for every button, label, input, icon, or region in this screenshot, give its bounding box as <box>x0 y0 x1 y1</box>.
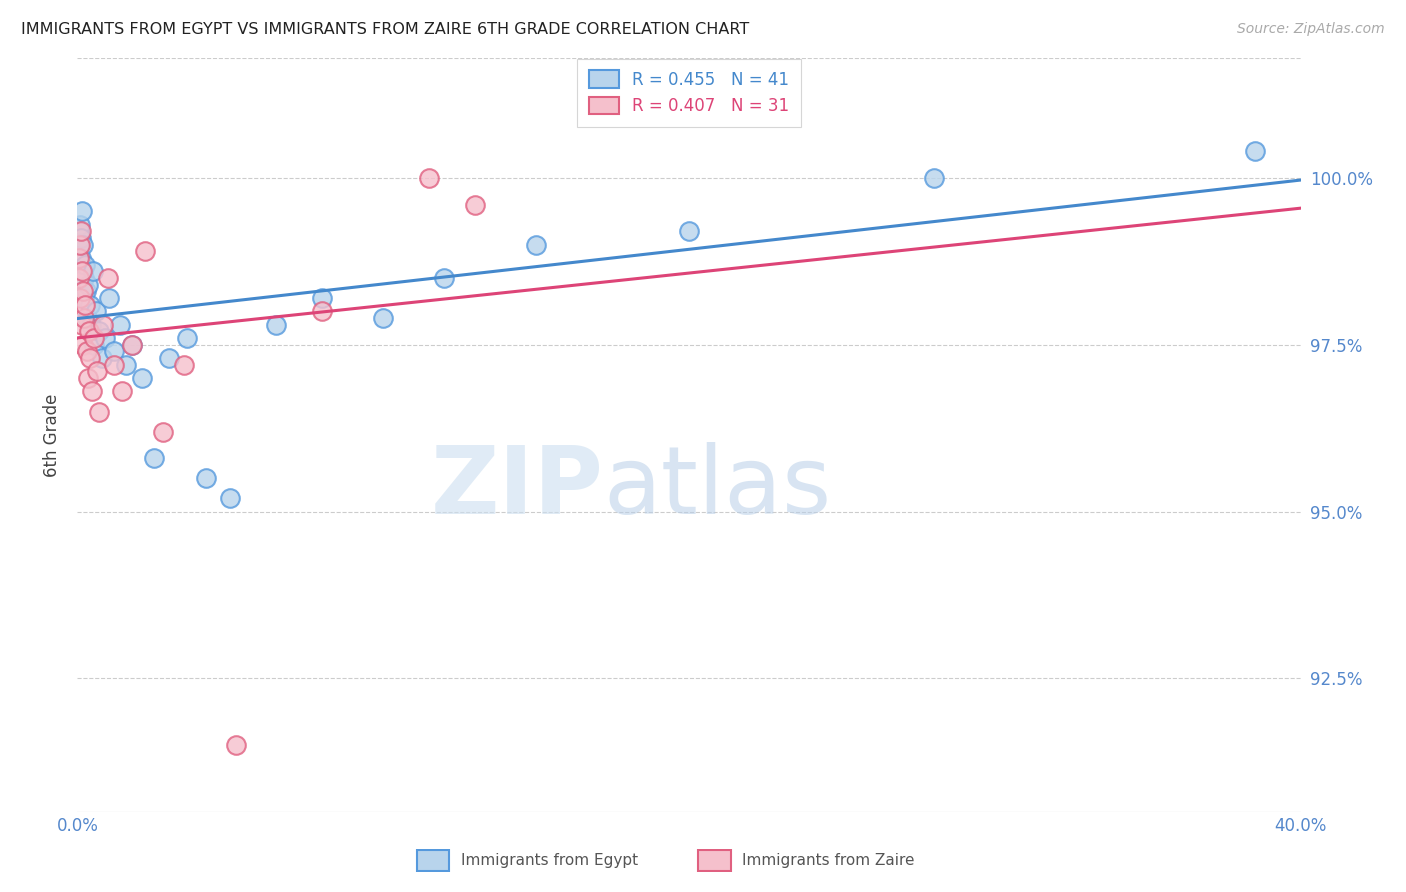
Point <box>84 304 107 318</box>
Point <box>72 237 94 252</box>
Point <box>67 251 90 265</box>
Point <box>67 224 90 238</box>
Point <box>77 277 100 292</box>
Point <box>194 471 217 485</box>
Point <box>83 338 105 352</box>
Point <box>69 218 91 232</box>
Point <box>90 351 112 366</box>
Point <box>76 371 98 385</box>
Point <box>311 304 333 318</box>
Point <box>80 384 103 399</box>
Point <box>922 171 945 186</box>
Point <box>264 318 287 332</box>
Point <box>79 298 101 312</box>
Point <box>121 338 143 352</box>
Point <box>73 258 96 272</box>
Point <box>115 358 138 372</box>
FancyBboxPatch shape <box>697 850 731 871</box>
Point <box>464 198 486 212</box>
Text: Immigrants from Zaire: Immigrants from Zaire <box>742 854 915 868</box>
Point <box>1243 145 1265 159</box>
Point <box>152 425 174 439</box>
Point <box>176 331 198 345</box>
Point <box>103 358 125 372</box>
Point <box>219 491 242 506</box>
Text: IMMIGRANTS FROM EGYPT VS IMMIGRANTS FROM ZAIRE 6TH GRADE CORRELATION CHART: IMMIGRANTS FROM EGYPT VS IMMIGRANTS FROM… <box>21 22 749 37</box>
Point <box>418 171 440 186</box>
Point <box>108 318 131 332</box>
Text: Immigrants from Egypt: Immigrants from Egypt <box>461 854 638 868</box>
Point <box>131 371 153 385</box>
Point <box>67 271 90 285</box>
Point <box>69 291 91 305</box>
Point <box>76 344 98 359</box>
Point <box>70 251 93 265</box>
Point <box>433 271 456 285</box>
Point <box>79 351 101 366</box>
Point <box>73 311 96 326</box>
Point <box>75 298 97 312</box>
Point <box>311 291 333 305</box>
Point <box>80 318 103 332</box>
Point <box>98 291 121 305</box>
Point <box>69 237 91 252</box>
Point <box>72 264 94 278</box>
Legend: R = 0.455   N = 41, R = 0.407   N = 31: R = 0.455 N = 41, R = 0.407 N = 31 <box>576 59 801 127</box>
Point <box>76 311 98 326</box>
Text: Source: ZipAtlas.com: Source: ZipAtlas.com <box>1237 22 1385 37</box>
Point <box>173 358 195 372</box>
Point <box>69 237 91 252</box>
Point <box>82 264 104 278</box>
Point <box>73 271 96 285</box>
Point <box>89 404 111 418</box>
FancyBboxPatch shape <box>416 850 450 871</box>
Point <box>225 738 247 752</box>
Point <box>371 311 394 326</box>
Point <box>77 325 100 339</box>
Point <box>70 224 93 238</box>
Point <box>94 331 117 345</box>
Point <box>69 231 91 245</box>
Point <box>111 384 134 399</box>
Point <box>70 318 93 332</box>
Point <box>524 237 547 252</box>
Point <box>157 351 180 366</box>
Point <box>70 264 93 278</box>
Y-axis label: 6th Grade: 6th Grade <box>42 393 60 476</box>
Text: ZIP: ZIP <box>430 442 603 533</box>
Point <box>103 344 125 359</box>
Point <box>87 325 110 339</box>
Point <box>83 331 105 345</box>
Point <box>142 451 165 466</box>
Point <box>121 338 143 352</box>
Point <box>72 285 94 299</box>
Point <box>134 244 156 259</box>
Text: atlas: atlas <box>603 442 831 533</box>
Point <box>678 224 700 238</box>
Point <box>73 291 96 305</box>
Point <box>86 364 108 378</box>
Point <box>72 338 94 352</box>
Point <box>91 318 114 332</box>
Point <box>75 285 97 299</box>
Point <box>70 204 93 219</box>
Point <box>97 271 120 285</box>
